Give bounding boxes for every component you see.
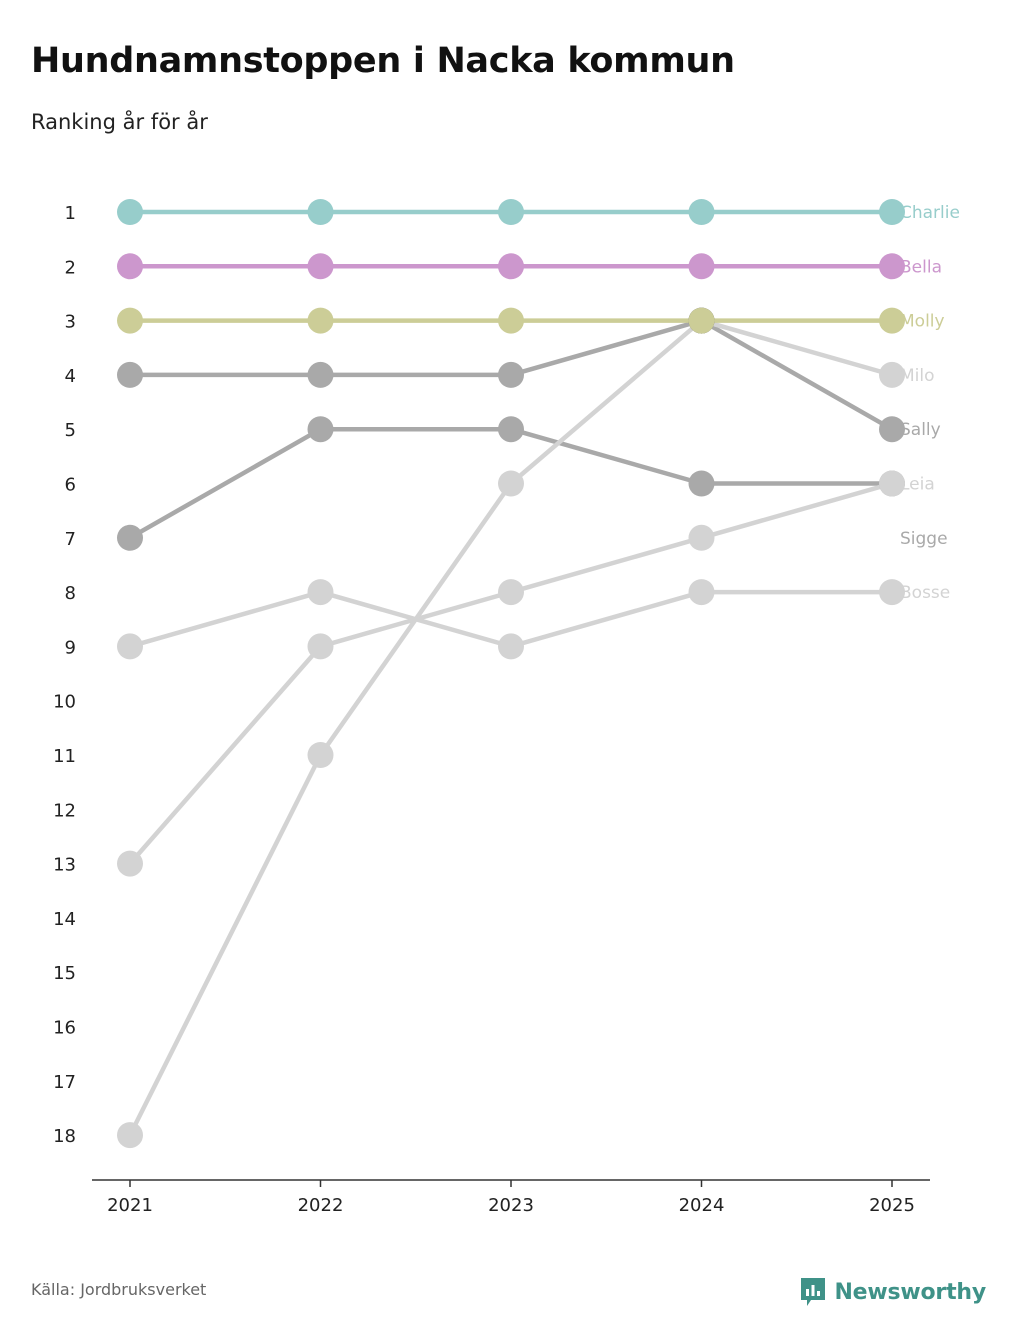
end-label-bella: Bella [900,257,942,277]
point-sigge-2022 [307,416,334,443]
x-tick-label: 2022 [298,1195,344,1216]
point-sigge-2021 [117,524,143,551]
point-sally-2025 [879,416,905,443]
point-bella-2025 [879,253,905,280]
point-leia-2021 [117,850,143,877]
y-tick-label: 1 [65,203,76,224]
y-tick-label: 15 [53,963,76,984]
y-tick-label: 16 [53,1018,76,1039]
x-axis-ticks: 2021 2022 2023 2024 2025 [107,1180,915,1216]
point-molly-2025 [879,307,905,334]
y-tick-label: 18 [53,1126,76,1147]
point-leia-2025 [879,470,905,497]
y-tick-label: 12 [53,800,76,821]
newsworthy-icon [801,1278,826,1306]
end-label-milo: Milo [900,366,935,386]
point-leia-2023 [498,579,524,606]
point-bosse-2025 [879,579,905,606]
end-label-bosse: Bosse [900,583,950,603]
x-tick-label: 2025 [869,1195,915,1216]
point-molly-2024 [688,307,715,334]
series-end-labels: Charlie Bella Molly Milo Sally Leia Sigge Bosse [900,203,960,603]
series-lines [127,209,894,1137]
point-sigge-2024 [688,470,715,497]
series-line-milo [127,318,893,1137]
source-note: Källa: Jordbruksverket [31,1280,207,1299]
point-bosse-2024 [688,579,715,606]
point-bella-2022 [307,253,334,280]
y-tick-label: 9 [65,637,76,658]
end-label-sigge: Sigge [900,529,948,549]
y-tick-label: 10 [53,692,76,713]
point-molly-2023 [498,307,524,334]
brand-logo: Newsworthy [799,1276,986,1308]
point-molly-2022 [307,307,334,334]
series-points [117,199,905,1149]
point-bella-2024 [688,253,715,280]
point-charlie-2021 [117,199,143,225]
point-milo-2025 [879,361,905,388]
end-label-sally: Sally [900,420,941,440]
end-label-charlie: Charlie [900,203,960,223]
point-bosse-2021 [117,633,143,660]
point-bella-2023 [498,253,524,280]
point-milo-2021 [117,1122,143,1149]
y-tick-label: 13 [53,855,76,876]
point-milo-2023 [498,470,524,497]
y-tick-label: 4 [65,366,76,387]
point-charlie-2022 [307,199,334,225]
y-tick-label: 5 [65,420,76,441]
point-charlie-2024 [688,199,715,225]
y-tick-label: 6 [65,475,76,496]
point-sally-2021 [117,361,143,388]
brand-name: Newsworthy [834,1279,986,1305]
point-charlie-2025 [879,199,905,225]
y-tick-label: 2 [65,257,76,278]
point-molly-2021 [117,307,143,334]
y-tick-label: 3 [65,312,76,333]
series-line-leia [128,481,893,866]
point-sigge-2023 [498,416,524,443]
point-sally-2022 [307,361,334,388]
chart-title: Hundnamnstoppen i Nacka kommun [31,41,735,81]
y-tick-label: 11 [53,746,76,767]
y-tick-label: 17 [53,1072,76,1093]
x-tick-label: 2024 [679,1195,725,1216]
x-tick-label: 2023 [488,1195,534,1216]
end-label-molly: Molly [900,312,945,332]
chart-subtitle: Ranking år för år [31,110,208,134]
point-charlie-2023 [498,199,524,225]
point-sally-2023 [498,361,524,388]
end-label-leia: Leia [900,475,935,495]
point-leia-2022 [307,633,334,660]
x-tick-label: 2021 [107,1195,153,1216]
point-bosse-2023 [498,633,524,660]
point-bella-2021 [117,253,143,280]
y-tick-label: 14 [53,909,76,930]
y-tick-label: 7 [65,529,76,550]
point-bosse-2022 [307,579,334,606]
point-milo-2022 [307,742,334,768]
y-tick-label: 8 [65,583,76,604]
point-leia-2024 [688,524,715,551]
